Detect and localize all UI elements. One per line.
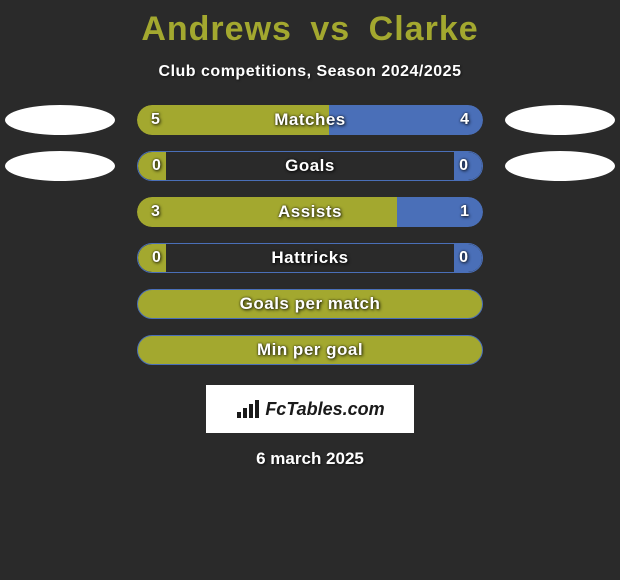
stat-row: Assists3 1 <box>0 197 620 227</box>
stat-bar: Goals per match <box>137 289 483 319</box>
stat-value-left: 0 <box>152 152 161 180</box>
stat-row: Goals0 0 <box>0 151 620 181</box>
player2-avatar <box>505 151 615 181</box>
stat-label: Assists <box>137 197 483 227</box>
stat-value-right: 0 <box>459 244 468 272</box>
stat-value-right: 1 <box>460 197 469 227</box>
player1-avatar <box>5 151 115 181</box>
player2-name: Clarke <box>369 10 479 48</box>
avatar-spacer <box>5 289 115 319</box>
stat-bar: Matches5 4 <box>137 105 483 135</box>
stat-label: Min per goal <box>138 336 482 364</box>
stat-bar: Hattricks0 0 <box>137 243 483 273</box>
comparison-infographic: Andrews vs Clarke Club competitions, Sea… <box>0 0 620 469</box>
footer-logo-text: FcTables.com <box>265 399 384 420</box>
avatar-spacer <box>5 243 115 273</box>
vs-text: vs <box>310 10 350 48</box>
barchart-icon <box>235 398 263 420</box>
footer-logo: FcTables.com <box>206 385 414 433</box>
stat-bar: Min per goal <box>137 335 483 365</box>
player1-avatar <box>5 105 115 135</box>
avatar-spacer <box>5 335 115 365</box>
stat-label: Matches <box>137 105 483 135</box>
stat-value-left: 5 <box>151 105 160 135</box>
player1-name: Andrews <box>141 10 292 48</box>
stat-row: Goals per match <box>0 289 620 319</box>
stat-label: Goals <box>138 152 482 180</box>
stat-value-left: 0 <box>152 244 161 272</box>
stat-label: Goals per match <box>138 290 482 318</box>
stat-row: Matches5 4 <box>0 105 620 135</box>
avatar-spacer <box>5 197 115 227</box>
subtitle: Club competitions, Season 2024/2025 <box>159 63 462 81</box>
avatar-spacer <box>505 243 615 273</box>
stat-row: Min per goal <box>0 335 620 365</box>
stat-value-right: 0 <box>459 152 468 180</box>
stat-label: Hattricks <box>138 244 482 272</box>
player2-avatar <box>505 105 615 135</box>
avatar-spacer <box>505 289 615 319</box>
stat-value-right: 4 <box>460 105 469 135</box>
stats-area: Matches54Goals00Assists31Hattricks00Goal… <box>0 105 620 381</box>
footer-logo-inner: FcTables.com <box>235 398 384 420</box>
date-text: 6 march 2025 <box>256 449 364 469</box>
stat-value-left: 3 <box>151 197 160 227</box>
avatar-spacer <box>505 197 615 227</box>
stat-bar: Goals0 0 <box>137 151 483 181</box>
page-title: Andrews vs Clarke <box>141 10 478 49</box>
avatar-spacer <box>505 335 615 365</box>
stat-bar: Assists3 1 <box>137 197 483 227</box>
stat-row: Hattricks0 0 <box>0 243 620 273</box>
